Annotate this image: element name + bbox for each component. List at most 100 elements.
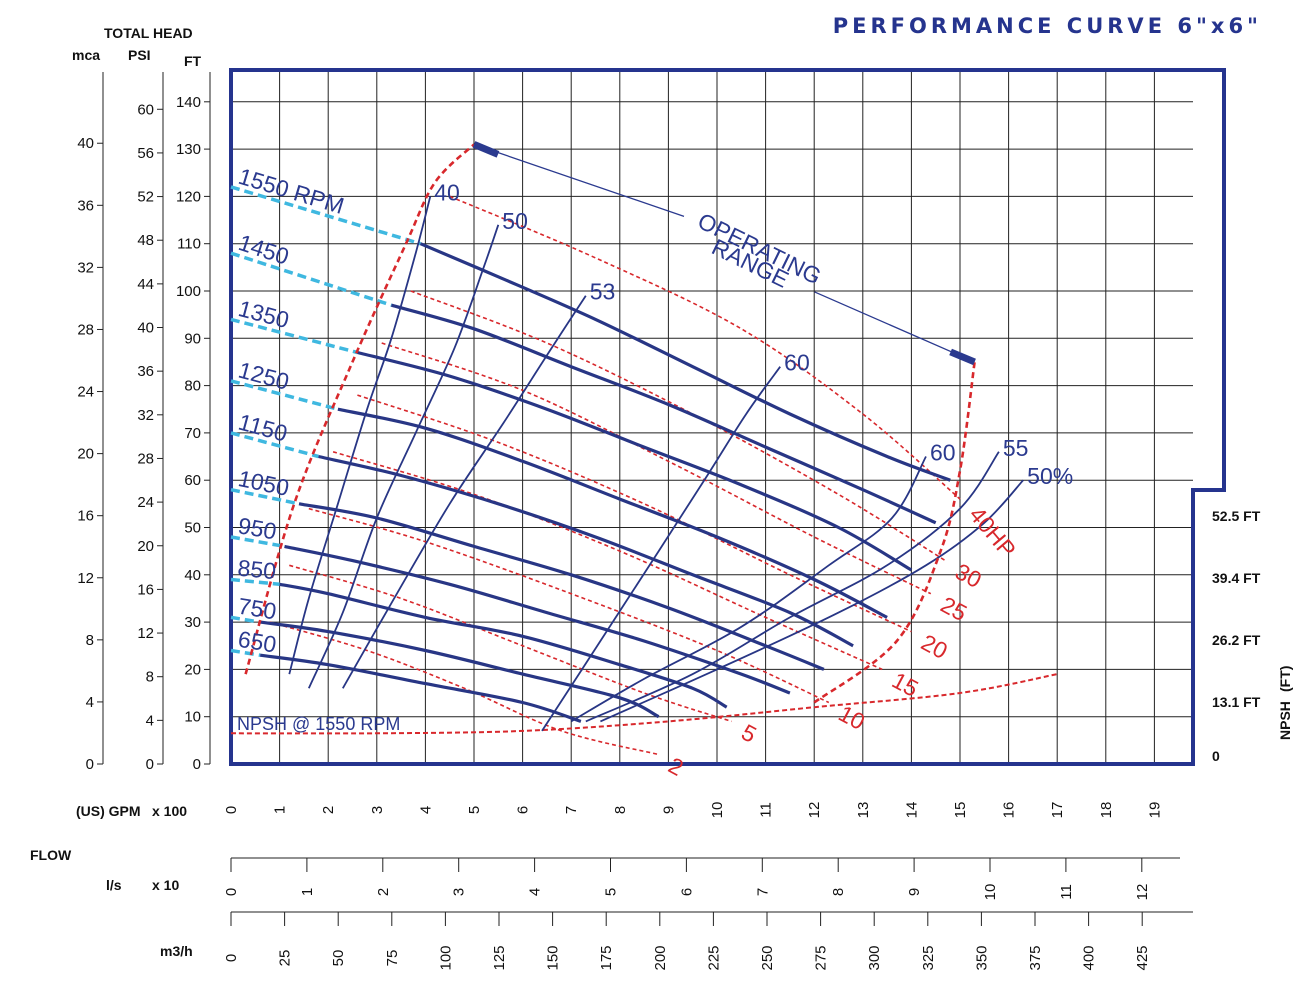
ls-tick-label: 8 bbox=[830, 888, 847, 896]
efficiency-label-50%: 50% bbox=[1027, 463, 1073, 489]
efficiency-label-55: 55 bbox=[1003, 435, 1029, 461]
gpm-tick-label: 7 bbox=[563, 806, 580, 814]
mca-tick-label: 0 bbox=[86, 756, 94, 773]
npsh-curve bbox=[230, 673, 1058, 735]
ft-tick-label: 60 bbox=[184, 472, 201, 489]
total-head-label: TOTAL HEAD bbox=[104, 25, 193, 41]
operating-range-right-boundary bbox=[813, 361, 976, 704]
ls-tick-label: 10 bbox=[982, 884, 999, 901]
power-curve-15 bbox=[332, 451, 883, 671]
gpm-tick-label: 12 bbox=[806, 802, 823, 819]
mca-tick-label: 12 bbox=[77, 570, 94, 587]
speed-curve-1450 bbox=[390, 303, 937, 525]
grid bbox=[231, 70, 1193, 764]
ft-tick-label: 50 bbox=[184, 520, 201, 537]
npsh-ticks: 52.5 FT 39.4 FT 26.2 FT 13.1 FT 0 bbox=[1212, 508, 1261, 764]
power-curve-10 bbox=[308, 507, 830, 704]
psi-tick-label: 32 bbox=[137, 407, 154, 424]
m3h-tick-label: 375 bbox=[1027, 945, 1044, 970]
mca-tick-label: 32 bbox=[77, 259, 94, 276]
mca-tick-label: 8 bbox=[86, 632, 94, 649]
psi-tick-label: 8 bbox=[146, 669, 154, 686]
m3h-tick-label: 175 bbox=[598, 945, 615, 970]
speed-curve-1150 bbox=[318, 454, 854, 648]
speed-extension-1550 RPM bbox=[230, 185, 422, 246]
m3h-tick-label: 0 bbox=[223, 954, 240, 962]
ls-tick-label: 1 bbox=[299, 888, 316, 896]
mca-axis-label: mca bbox=[72, 47, 100, 63]
power-curve-5 bbox=[289, 564, 732, 723]
psi-tick-label: 40 bbox=[137, 320, 154, 337]
ft-tick-label: 120 bbox=[176, 188, 201, 205]
m3h-tick-label: 125 bbox=[491, 945, 508, 970]
gpm-ticks: 0 1 2 3 4 5 6 7 8 9 10 11 12 13 14 15 16 17 18 19 bbox=[223, 802, 1163, 819]
efficiency-curve-50 bbox=[307, 224, 500, 689]
speed-curve-750 bbox=[259, 620, 660, 719]
ft-axis-label: FT bbox=[184, 53, 202, 69]
speed-curve-1050 bbox=[298, 502, 825, 671]
gpm-tick-label: 16 bbox=[1001, 802, 1018, 819]
ft-tick-label: 110 bbox=[177, 236, 201, 253]
ft-tick-label: 10 bbox=[184, 709, 201, 726]
npsh-curve-line bbox=[230, 673, 1058, 735]
m3h-tick-label: 425 bbox=[1134, 945, 1151, 970]
m3h-axis-label: m3/h bbox=[160, 943, 193, 959]
ls-tick-label: 9 bbox=[906, 888, 923, 896]
power-label-30: 30 bbox=[951, 558, 986, 593]
ft-tick-label: 100 bbox=[176, 283, 201, 300]
speed-extension-1450 bbox=[230, 251, 392, 307]
npsh-tick-label: 26.2 FT bbox=[1212, 632, 1261, 648]
npsh-axis-label: NPSH bbox=[1277, 701, 1293, 740]
m3h-tick-label: 100 bbox=[437, 945, 454, 970]
npsh-tick-label: 13.1 FT bbox=[1212, 694, 1261, 710]
ls-multiplier: x 10 bbox=[152, 877, 179, 893]
power-curves bbox=[269, 195, 961, 756]
psi-tick-label: 16 bbox=[137, 581, 154, 598]
efficiency-curve-60 bbox=[570, 456, 927, 723]
gpm-tick-label: 14 bbox=[903, 802, 920, 819]
power-label-15: 15 bbox=[888, 667, 923, 702]
speed-curve-1550 RPM bbox=[419, 242, 951, 482]
m3h-tick-label: 25 bbox=[277, 950, 294, 967]
psi-tick-label: 0 bbox=[146, 756, 154, 773]
curve-labels: 1550 RPM14501350125011501050950850750650… bbox=[235, 163, 1073, 781]
efficiency-label-40: 40 bbox=[434, 179, 460, 205]
gpm-tick-label: 13 bbox=[855, 802, 872, 819]
mca-tick-label: 20 bbox=[77, 446, 94, 463]
ls-tick-label: 6 bbox=[678, 888, 695, 896]
speed-curve-1350 bbox=[357, 350, 913, 572]
speed-label-850: 850 bbox=[237, 555, 278, 585]
power-label-2: 2 bbox=[664, 752, 688, 781]
speed-extension-750 bbox=[230, 615, 261, 624]
power-label-5: 5 bbox=[737, 719, 761, 748]
psi-tick-label: 60 bbox=[137, 101, 154, 118]
gpm-tick-label: 2 bbox=[320, 806, 337, 814]
operating-range-line bbox=[473, 143, 975, 363]
m3h-tick-label: 200 bbox=[652, 945, 669, 970]
power-curve-25 bbox=[381, 342, 932, 595]
speed-label-1150: 1150 bbox=[236, 409, 291, 447]
gpm-tick-label: 18 bbox=[1098, 802, 1115, 819]
chart-title: PERFORMANCE CURVE 6"x6" bbox=[833, 14, 1262, 38]
gpm-tick-label: 9 bbox=[660, 806, 677, 814]
psi-tick-label: 4 bbox=[146, 712, 154, 729]
ls-axis-label: l/s bbox=[106, 877, 122, 893]
ft-tick-label: 80 bbox=[184, 378, 201, 395]
flow-label: FLOW bbox=[30, 847, 72, 863]
power-label-20: 20 bbox=[917, 629, 952, 664]
ls-tick-label: 12 bbox=[1134, 884, 1151, 901]
gpm-tick-label: 15 bbox=[952, 802, 969, 819]
speed-extension-1250 bbox=[230, 379, 339, 411]
mca-tick-label: 36 bbox=[77, 197, 94, 214]
mca-tick-label: 28 bbox=[77, 321, 94, 338]
gpm-tick-label: 1 bbox=[272, 806, 289, 814]
ls-tick-label: 4 bbox=[527, 888, 544, 896]
speed-curve-1250 bbox=[337, 407, 888, 619]
psi-tick-label: 52 bbox=[137, 189, 154, 206]
m3h-tick-label: 275 bbox=[813, 945, 830, 970]
m3h-tick-label: 250 bbox=[759, 945, 776, 970]
m3h-tick-label: 350 bbox=[973, 945, 990, 970]
efficiency-label-60: 60 bbox=[930, 440, 956, 466]
